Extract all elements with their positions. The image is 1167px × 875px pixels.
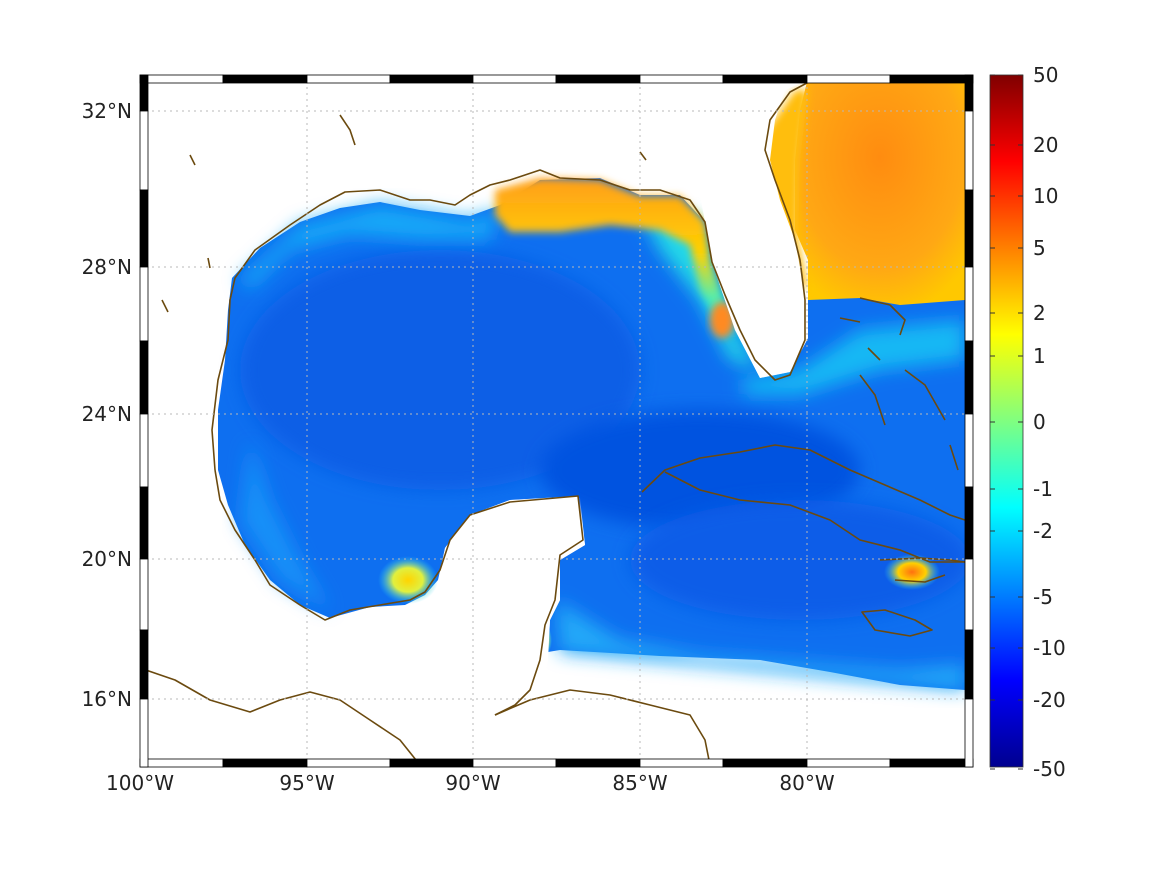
lat-tick-label: 16°N (82, 687, 132, 711)
frame-segment (389, 74, 474, 84)
coast-honduras (494, 689, 711, 766)
frame-segment (139, 110, 149, 191)
frame-segment (722, 758, 808, 768)
coast-gulf-west (214, 469, 584, 716)
frame-segment (139, 629, 149, 700)
map-grid (140, 75, 973, 767)
frame-segment (964, 74, 974, 112)
colorbar-tick-label: -2 (1033, 519, 1053, 543)
coast-islands (161, 114, 959, 471)
map-area (140, 75, 970, 766)
lon-tick-labels: 100°W 95°W 90°W 85°W 80°W (106, 771, 835, 795)
frame-segment (806, 74, 891, 84)
frame-segment (722, 74, 808, 84)
coastlines (140, 75, 966, 766)
frame-segment (964, 340, 974, 415)
lat-tick-label: 28°N (82, 255, 132, 279)
lon-tick-label: 85°W (612, 771, 667, 795)
frame-segment (472, 758, 557, 768)
colorbar-tick-label: 50 (1033, 63, 1058, 87)
frame-segment (306, 758, 391, 768)
frame-segment (964, 558, 974, 631)
colorbar-tick-label: 0 (1033, 410, 1046, 434)
frame-segment (964, 413, 974, 488)
deep-channel-zone (540, 410, 860, 530)
yucatan-land (420, 496, 585, 740)
atlantic-warm-region (795, 78, 965, 305)
frame-segment (964, 189, 974, 268)
lon-tick-label: 90°W (445, 771, 500, 795)
frame-segment (139, 266, 149, 342)
lon-tick-label: 100°W (106, 771, 174, 795)
frame-segment (139, 758, 224, 768)
frame-segment (964, 110, 974, 191)
coast-jamaica (861, 609, 933, 637)
coast-central-america (140, 667, 421, 766)
frame-segment (139, 340, 149, 415)
colorbar-tick-label: -50 (1033, 757, 1066, 781)
coast-hispaniola (879, 557, 966, 583)
tampa-anomaly (710, 302, 734, 338)
north-gulf-warm-shelf (495, 178, 745, 345)
frame-segment (639, 758, 724, 768)
frame-segment (222, 758, 308, 768)
frame-segment (964, 698, 974, 768)
frame-segment (889, 758, 974, 768)
frame-segment (472, 74, 557, 84)
frame-segment (389, 758, 474, 768)
map-frame (139, 74, 974, 768)
frame-segment (964, 266, 974, 342)
frame-segment (139, 189, 149, 268)
frame-segment (889, 74, 974, 84)
coast-bahamas (839, 297, 946, 426)
frame-segment (139, 74, 149, 112)
west-shelf (240, 440, 330, 610)
north-shelf (240, 205, 500, 290)
frame-segment (639, 74, 724, 84)
colorbar-gradient (989, 74, 1024, 768)
colorbar-tick-label: 10 (1033, 184, 1058, 208)
colorbar-tick-label: 2 (1033, 301, 1046, 325)
campeche-anomaly (378, 556, 438, 604)
frame-segment (555, 758, 641, 768)
florida-straits (740, 320, 965, 395)
colorbar-tick-label: 5 (1033, 236, 1046, 260)
colorbar-tick-label: 20 (1033, 133, 1058, 157)
colorbar-tick-label: -20 (1033, 688, 1066, 712)
south-rim (556, 600, 965, 690)
frame-segment (964, 486, 974, 560)
frame-segment (139, 558, 149, 631)
frame-segment (139, 698, 149, 768)
frame-segment (139, 486, 149, 560)
colorbar-tick-label: -5 (1033, 585, 1053, 609)
colorbar-tick-label: -10 (1033, 636, 1066, 660)
lat-tick-label: 24°N (82, 402, 132, 426)
colorbar-tick-label: -1 (1033, 477, 1053, 501)
coast-gulf-north (211, 75, 821, 471)
frame-segment (139, 413, 149, 488)
deep-gulf-zone (240, 250, 640, 490)
frame-segment (555, 74, 641, 84)
caribbean-zone (630, 500, 970, 620)
frame-segment (306, 74, 391, 84)
lon-tick-label: 95°W (279, 771, 334, 795)
frame-segment (964, 629, 974, 700)
frame-segment (222, 74, 308, 84)
frame-segment (806, 758, 891, 768)
frame-segment (139, 74, 224, 84)
colorbar-tick-label: 1 (1033, 344, 1046, 368)
lat-tick-labels: 32°N 28°N 24°N 20°N 16°N (82, 99, 132, 711)
lat-tick-label: 32°N (82, 99, 132, 123)
lat-tick-label: 20°N (82, 547, 132, 571)
lon-tick-label: 80°W (779, 771, 834, 795)
